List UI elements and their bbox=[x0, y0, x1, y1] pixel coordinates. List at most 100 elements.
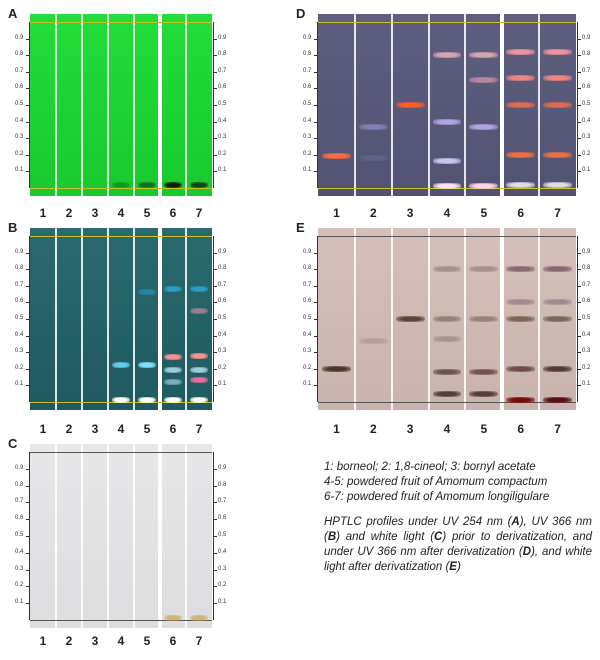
chromatogram-band bbox=[190, 615, 208, 622]
rf-tick-label: 0.2 bbox=[15, 150, 24, 157]
panel-label-e: E bbox=[296, 220, 305, 235]
lane-number: 2 bbox=[369, 206, 377, 220]
rf-tick bbox=[26, 368, 30, 370]
plate-split bbox=[158, 444, 162, 628]
rf-tick bbox=[26, 552, 30, 554]
rf-tick-label: 0.1 bbox=[582, 167, 591, 174]
lane-number: 7 bbox=[554, 206, 561, 220]
rf-tick bbox=[26, 485, 30, 487]
rf-tick-label: 0.4 bbox=[303, 331, 312, 338]
lane-separator bbox=[427, 228, 430, 410]
rf-tick-label: 0.7 bbox=[218, 498, 227, 505]
chromatogram-band bbox=[469, 183, 499, 190]
panel-label-a: A bbox=[8, 6, 18, 21]
rf-tick bbox=[26, 252, 30, 254]
lane-separator bbox=[55, 228, 57, 410]
lane-separator bbox=[185, 444, 187, 628]
rf-tick-label: 0.1 bbox=[218, 381, 227, 388]
rf-tick bbox=[314, 335, 318, 337]
lane-number: 3 bbox=[406, 422, 414, 436]
rf-tick bbox=[213, 603, 217, 605]
chromatogram-band bbox=[543, 151, 572, 158]
lane-separator bbox=[55, 444, 57, 628]
rf-tick-label: 0.8 bbox=[15, 265, 24, 272]
rf-tick-label: 0.7 bbox=[303, 67, 312, 74]
rf-tick bbox=[577, 55, 581, 57]
chromatogram-band bbox=[190, 286, 208, 293]
rf-tick-label: 0.1 bbox=[303, 167, 312, 174]
rf-tick-label: 0.9 bbox=[582, 34, 591, 41]
rf-tick-label: 0.8 bbox=[15, 481, 24, 488]
rf-tick bbox=[26, 502, 30, 504]
chromatogram-band bbox=[190, 181, 208, 188]
rf-tick bbox=[26, 603, 30, 605]
legend-longiligulare: 6-7: powdered fruit of Amomum longiligul… bbox=[324, 491, 550, 503]
lane-separator bbox=[107, 228, 109, 410]
rf-tick-label: 0.3 bbox=[15, 134, 24, 141]
lane-separator bbox=[55, 14, 57, 196]
chromatogram-band bbox=[190, 352, 208, 359]
rf-tick-label: 0.6 bbox=[303, 84, 312, 91]
rf-tick-label: 0.6 bbox=[218, 515, 227, 522]
lane-number: 6 bbox=[169, 206, 177, 220]
lane-number: 4 bbox=[117, 422, 125, 436]
lane-separator bbox=[81, 14, 83, 196]
rf-tick bbox=[26, 154, 30, 156]
rf-tick-label: 0.8 bbox=[218, 51, 227, 58]
lane-number: 2 bbox=[65, 206, 73, 220]
chromatogram-band bbox=[506, 151, 536, 158]
rf-tick bbox=[314, 88, 318, 90]
rf-tick-label: 0.3 bbox=[582, 348, 591, 355]
lane-number: 2 bbox=[369, 422, 377, 436]
chromatogram-band bbox=[432, 369, 462, 376]
lane-number: 1 bbox=[39, 422, 47, 436]
chromatogram-band bbox=[432, 118, 462, 125]
rf-tick bbox=[577, 302, 581, 304]
lane-separator bbox=[133, 444, 135, 628]
rf-tick bbox=[577, 252, 581, 254]
rf-tick bbox=[213, 252, 217, 254]
rf-tick bbox=[577, 171, 581, 173]
lane-separator bbox=[107, 444, 109, 628]
rf-tick bbox=[26, 468, 30, 470]
rf-tick-label: 0.9 bbox=[15, 34, 24, 41]
rf-tick-label: 0.1 bbox=[15, 599, 24, 606]
chromatogram-band bbox=[506, 75, 536, 82]
rf-tick-label: 0.9 bbox=[218, 464, 227, 471]
chromatogram-band bbox=[395, 316, 425, 322]
rf-tick bbox=[26, 71, 30, 73]
rf-tick bbox=[213, 138, 217, 140]
chromatogram-band bbox=[469, 123, 499, 130]
rf-tick bbox=[213, 38, 217, 40]
rf-tick-label: 0.4 bbox=[303, 117, 312, 124]
rf-tick bbox=[314, 285, 318, 287]
rf-tick bbox=[577, 385, 581, 387]
chromatogram-band bbox=[432, 183, 462, 190]
plate-split bbox=[500, 14, 505, 196]
chromatogram-band bbox=[358, 123, 388, 130]
rf-tick bbox=[314, 71, 318, 73]
rf-tick bbox=[213, 269, 217, 271]
rf-tick bbox=[577, 138, 581, 140]
plate-split bbox=[500, 228, 505, 410]
rf-tick bbox=[26, 105, 30, 106]
chromatogram-band bbox=[506, 48, 536, 55]
rf-tick-label: 0.5 bbox=[218, 101, 227, 107]
lane-number: 5 bbox=[480, 422, 488, 436]
lane-separator bbox=[133, 14, 135, 196]
rf-tick bbox=[577, 88, 581, 90]
rf-tick-label: 0.5 bbox=[15, 101, 24, 107]
lane-number: 7 bbox=[554, 422, 561, 436]
rf-tick bbox=[26, 586, 30, 588]
lane-separator bbox=[390, 14, 393, 196]
rf-tick bbox=[26, 269, 30, 271]
rf-tick bbox=[26, 171, 30, 173]
rf-tick bbox=[26, 138, 30, 140]
chromatogram-band bbox=[432, 316, 462, 322]
rf-tick bbox=[213, 285, 217, 287]
lane-number: 5 bbox=[143, 422, 151, 436]
chromatogram-band bbox=[164, 354, 182, 361]
rf-tick-label: 0.1 bbox=[218, 599, 227, 606]
lane-separator bbox=[464, 14, 467, 196]
rf-tick-label: 0.8 bbox=[15, 51, 24, 58]
